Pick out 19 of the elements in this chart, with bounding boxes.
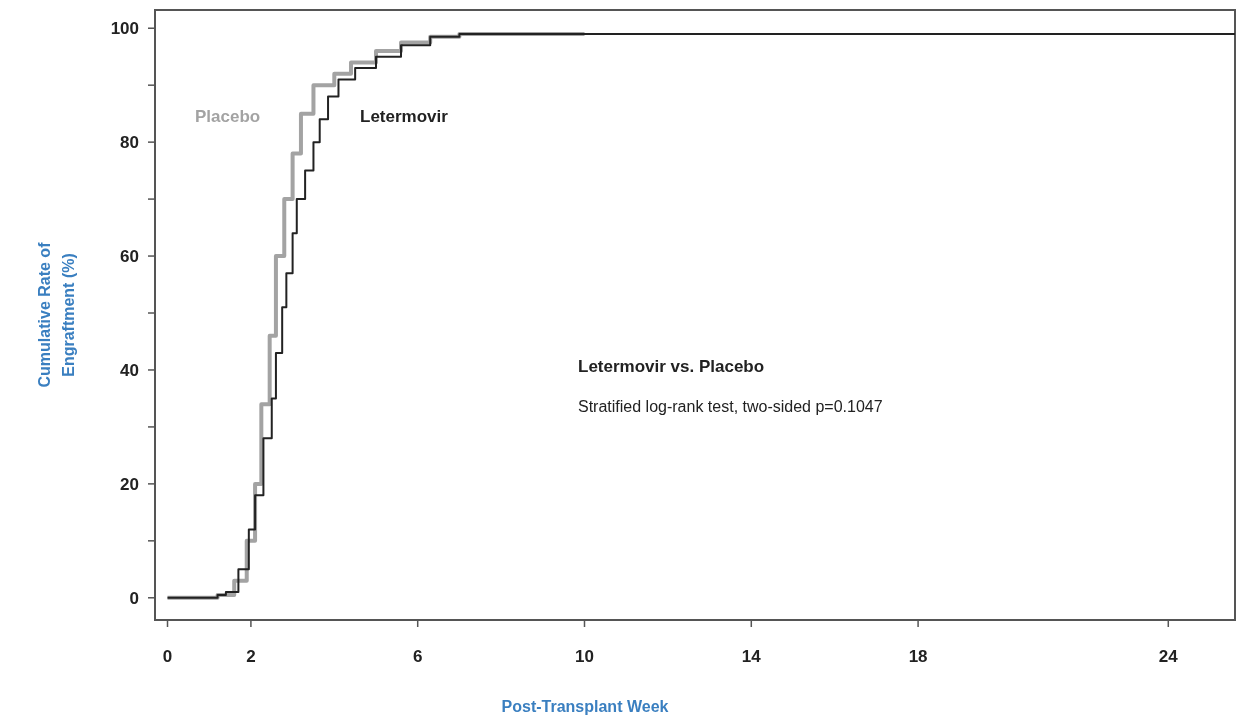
x-tick-label: 10 — [575, 647, 594, 666]
x-tick-label: 18 — [908, 647, 928, 666]
y-tick-label: 0 — [129, 588, 139, 608]
y-tick-label: 60 — [120, 247, 139, 267]
y-tick-label: 20 — [120, 474, 139, 494]
series-label: Letermovir — [360, 107, 449, 126]
x-tick-label: 0 — [162, 647, 173, 666]
text: Placebo — [195, 107, 261, 126]
x-axis-title: Post-Transplant Week — [501, 698, 669, 715]
y-tick-label: 80 — [120, 133, 139, 153]
x-tick-label: 24 — [1158, 647, 1179, 666]
annotation: Stratified log-rank test, two-sided p=0.1047 — [578, 398, 883, 415]
x-tick-label: 14 — [741, 647, 762, 666]
y-tick-label: 100 — [110, 19, 139, 39]
x-tick-label: 2 — [246, 647, 256, 666]
x-tick-label: 6 — [412, 647, 423, 666]
y-tick-label: 40 — [120, 360, 139, 380]
annotation: Letermovir vs. Placebo — [578, 357, 765, 376]
y-axis-title: Cumulative Rate of Engraftment (%) — [36, 241, 77, 388]
